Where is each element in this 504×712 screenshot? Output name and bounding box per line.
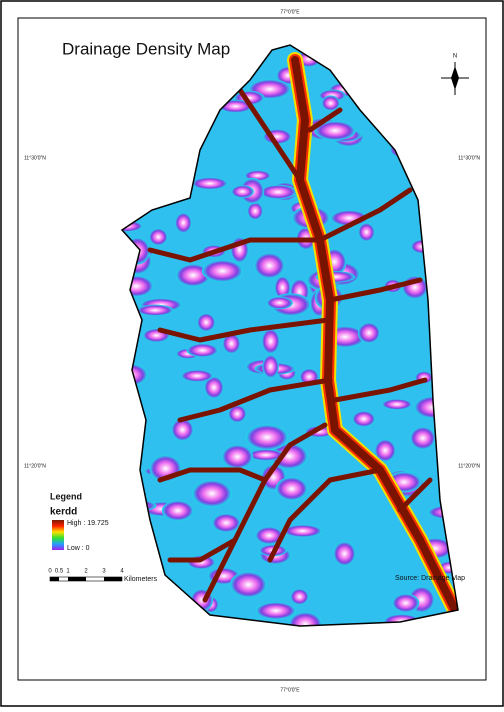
scale-tick-label: 0.5 bbox=[55, 569, 64, 575]
north-label: N bbox=[453, 54, 457, 60]
density-patch bbox=[192, 480, 232, 507]
density-patch bbox=[352, 411, 376, 427]
coord-label: 11°30'0"N bbox=[458, 155, 480, 161]
map-title: Drainage Density Map bbox=[62, 39, 230, 58]
coord-label: 11°20'0"N bbox=[458, 463, 480, 469]
legend-ramp bbox=[52, 520, 64, 550]
density-patch bbox=[255, 602, 296, 619]
density-patch bbox=[212, 513, 241, 532]
density-patch bbox=[149, 228, 168, 245]
legend-high: High : 19.725 bbox=[67, 520, 109, 527]
density-patch bbox=[137, 305, 174, 316]
legend-title: Legend bbox=[50, 491, 82, 501]
density-patch bbox=[381, 399, 412, 410]
density-patch bbox=[254, 253, 285, 279]
coord-label: 11°30'0"N bbox=[24, 155, 46, 161]
density-patch bbox=[230, 571, 267, 598]
density-patch bbox=[187, 343, 219, 357]
density-patch bbox=[202, 260, 243, 282]
density-patch bbox=[410, 426, 436, 449]
density-patch bbox=[358, 223, 375, 242]
scale-unit: Kilometers bbox=[124, 576, 158, 583]
density-patch bbox=[392, 594, 419, 613]
legend-low: Low : 0 bbox=[67, 545, 90, 552]
density-patch bbox=[191, 177, 228, 189]
coord-label: 77°0'0"E bbox=[280, 9, 300, 15]
density-patch bbox=[181, 370, 214, 382]
density-patch bbox=[259, 185, 297, 200]
density-patch bbox=[262, 328, 280, 354]
density-patch bbox=[222, 444, 254, 469]
density-patch bbox=[266, 297, 293, 310]
density-patch bbox=[276, 477, 308, 501]
density-patch bbox=[262, 354, 278, 378]
coord-label: 11°20'0"N bbox=[24, 463, 46, 469]
source-note: Source: Drainage Map bbox=[395, 575, 465, 582]
coord-label: 77°0'0"E bbox=[280, 687, 300, 693]
density-patch bbox=[231, 185, 254, 198]
map-figure: Drainage Density Map N 77°0'0"E 77°0'0"E… bbox=[0, 0, 504, 707]
density-patch bbox=[246, 424, 289, 450]
density-patch bbox=[321, 95, 339, 110]
density-patch bbox=[175, 212, 192, 233]
density-patch bbox=[290, 589, 309, 605]
density-patch bbox=[197, 313, 216, 332]
legend-layer: kerdd bbox=[50, 507, 77, 518]
density-patch bbox=[333, 541, 355, 566]
density-patch bbox=[162, 500, 194, 521]
density-patch bbox=[247, 202, 263, 220]
density-patch bbox=[358, 322, 380, 343]
